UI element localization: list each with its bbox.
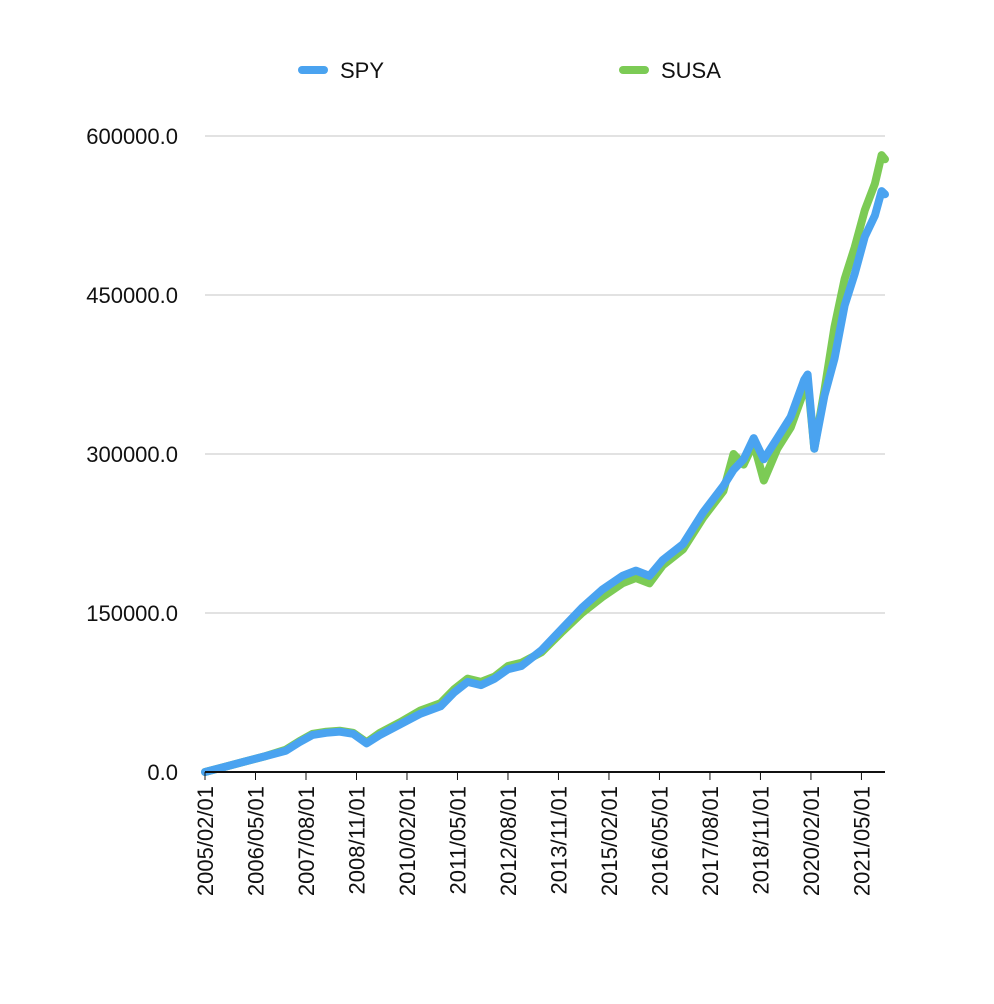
x-tick-label: 2017/08/01 <box>698 786 723 896</box>
legend-label-susa: SUSA <box>661 58 721 83</box>
x-tick-label: 2007/08/01 <box>294 786 319 896</box>
x-tick-label: 2006/05/01 <box>244 786 269 896</box>
x-axis: 2005/02/01 2006/05/01 2007/08/01 2008/11/01… <box>193 771 885 896</box>
x-tick-label: 2021/05/01 <box>849 786 874 896</box>
x-tick-label: 2020/02/01 <box>799 786 824 896</box>
y-tick-label: 0.0 <box>147 760 178 785</box>
y-axis-ticks: 0.0 150000.0 300000.0 450000.0 600000.0 <box>86 124 178 785</box>
legend-label-spy: SPY <box>340 58 384 83</box>
x-tick-label: 2018/11/01 <box>748 786 773 894</box>
y-tick-label: 600000.0 <box>86 124 178 149</box>
x-tick-label: 2011/05/01 <box>446 786 471 894</box>
x-tick-label: 2012/08/01 <box>496 786 521 896</box>
x-tick-label: 2016/05/01 <box>648 786 673 896</box>
y-tick-label: 150000.0 <box>86 601 178 626</box>
gridlines <box>205 135 885 614</box>
x-tick-label: 2013/11/01 <box>547 786 572 894</box>
x-tick-label: 2005/02/01 <box>193 786 218 896</box>
y-tick-label: 300000.0 <box>86 442 178 467</box>
series-line-susa <box>201 151 889 776</box>
legend: SPY SUSA <box>298 58 721 83</box>
x-tick-label: 2015/02/01 <box>597 786 622 896</box>
y-tick-label: 450000.0 <box>86 283 178 308</box>
x-tick-label: 2008/11/01 <box>345 786 370 894</box>
x-tick-label: 2010/02/01 <box>395 786 420 896</box>
series-line-spy <box>201 187 889 776</box>
series-lines <box>201 151 889 776</box>
